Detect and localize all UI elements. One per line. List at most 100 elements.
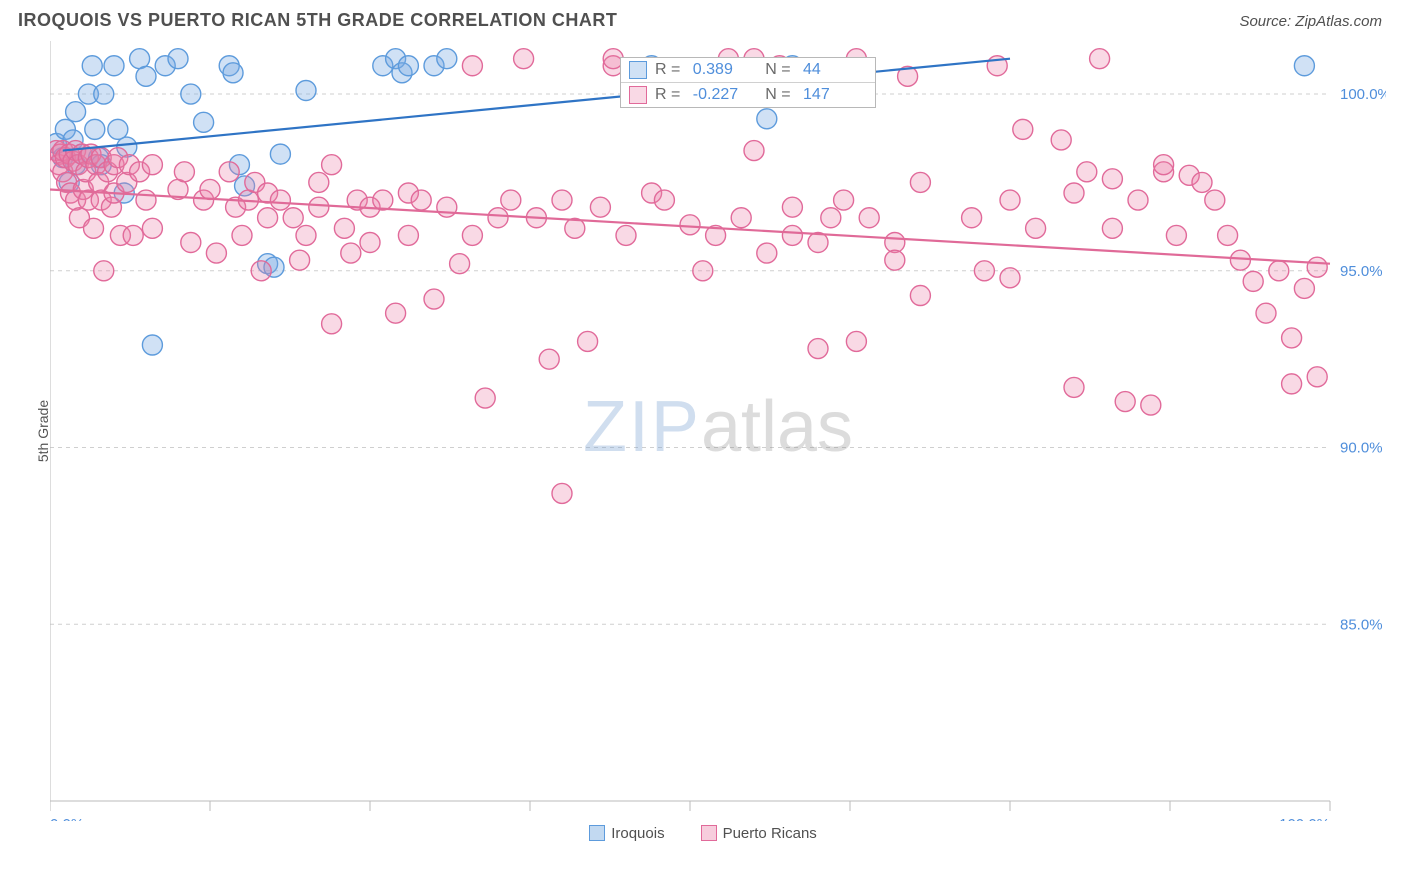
data-point <box>1243 271 1263 291</box>
data-point <box>181 84 201 104</box>
data-point <box>885 250 905 270</box>
scatter-plot: 100.0%95.0%90.0%85.0%0.0%100.0% <box>50 41 1386 821</box>
data-point <box>1307 367 1327 387</box>
data-point <box>731 208 751 228</box>
data-point <box>910 172 930 192</box>
data-point <box>846 331 866 351</box>
data-point <box>1000 190 1020 210</box>
y-tick-label: 90.0% <box>1340 440 1383 457</box>
data-point <box>142 218 162 238</box>
data-point <box>258 208 278 228</box>
data-point <box>322 314 342 334</box>
legend-label: Iroquois <box>611 825 664 842</box>
data-point <box>437 49 457 69</box>
data-point <box>194 112 214 132</box>
data-point <box>808 339 828 359</box>
data-point <box>398 56 418 76</box>
corr-r-value: 0.389 <box>693 61 753 79</box>
data-point <box>123 225 143 245</box>
data-point <box>1064 183 1084 203</box>
data-point <box>142 155 162 175</box>
chart-title: IROQUOIS VS PUERTO RICAN 5TH GRADE CORRE… <box>18 10 617 31</box>
data-point <box>1256 303 1276 323</box>
data-point <box>270 144 290 164</box>
data-point <box>450 254 470 274</box>
data-point <box>1166 225 1186 245</box>
data-point <box>360 232 380 252</box>
data-point <box>66 102 86 122</box>
data-point <box>1000 268 1020 288</box>
data-point <box>821 208 841 228</box>
corr-r-value: -0.227 <box>693 86 753 104</box>
data-point <box>1192 172 1212 192</box>
data-point <box>1282 328 1302 348</box>
y-tick-label: 100.0% <box>1340 86 1386 103</box>
x-tick-label: 100.0% <box>1279 816 1330 821</box>
data-point <box>82 56 102 76</box>
data-point <box>94 261 114 281</box>
data-point <box>693 261 713 281</box>
data-point <box>1026 218 1046 238</box>
legend-item: Puerto Ricans <box>701 825 817 842</box>
data-point <box>654 190 674 210</box>
data-point <box>251 261 271 281</box>
data-point <box>501 190 521 210</box>
data-point <box>962 208 982 228</box>
data-point <box>1090 49 1110 69</box>
correlation-legend: R = 0.389 N = 44R = -0.227 N = 147 <box>620 57 876 108</box>
data-point <box>488 208 508 228</box>
legend-swatch-icon <box>701 825 717 841</box>
data-point <box>136 190 156 210</box>
data-point <box>181 232 201 252</box>
correlation-row: R = -0.227 N = 147 <box>621 82 875 107</box>
legend-item: Iroquois <box>589 825 664 842</box>
data-point <box>398 225 418 245</box>
data-point <box>1282 374 1302 394</box>
data-point <box>104 56 124 76</box>
data-point <box>219 162 239 182</box>
data-point <box>462 56 482 76</box>
data-point <box>1077 162 1097 182</box>
data-point <box>974 261 994 281</box>
data-point <box>757 243 777 263</box>
data-point <box>437 197 457 217</box>
data-point <box>424 289 444 309</box>
chart-container: 5th Grade 100.0%95.0%90.0%85.0%0.0%100.0… <box>50 41 1386 821</box>
data-point <box>859 208 879 228</box>
data-point <box>616 225 636 245</box>
data-point <box>341 243 361 263</box>
data-point <box>206 243 226 263</box>
corr-n-value: 44 <box>803 61 863 79</box>
data-point <box>539 349 559 369</box>
data-point <box>200 179 220 199</box>
data-point <box>552 483 572 503</box>
data-point <box>1205 190 1225 210</box>
data-point <box>411 190 431 210</box>
data-point <box>309 197 329 217</box>
data-point <box>1294 56 1314 76</box>
data-point <box>1218 225 1238 245</box>
data-point <box>578 331 598 351</box>
data-point <box>223 63 243 83</box>
data-point <box>514 49 534 69</box>
data-point <box>85 119 105 139</box>
data-point <box>296 80 316 100</box>
source-attribution: Source: ZipAtlas.com <box>1239 13 1382 30</box>
data-point <box>552 190 572 210</box>
x-tick-label: 0.0% <box>50 816 84 821</box>
data-point <box>834 190 854 210</box>
data-point <box>910 286 930 306</box>
legend-swatch-icon <box>629 61 647 79</box>
correlation-row: R = 0.389 N = 44 <box>621 58 875 82</box>
data-point <box>1102 169 1122 189</box>
data-point <box>373 190 393 210</box>
y-axis-label: 5th Grade <box>35 400 51 462</box>
data-point <box>142 335 162 355</box>
corr-n-label: N = <box>761 61 795 79</box>
data-point <box>782 197 802 217</box>
data-point <box>1013 119 1033 139</box>
data-point <box>334 218 354 238</box>
data-point <box>1128 190 1148 210</box>
legend-label: Puerto Ricans <box>723 825 817 842</box>
data-point <box>782 225 802 245</box>
